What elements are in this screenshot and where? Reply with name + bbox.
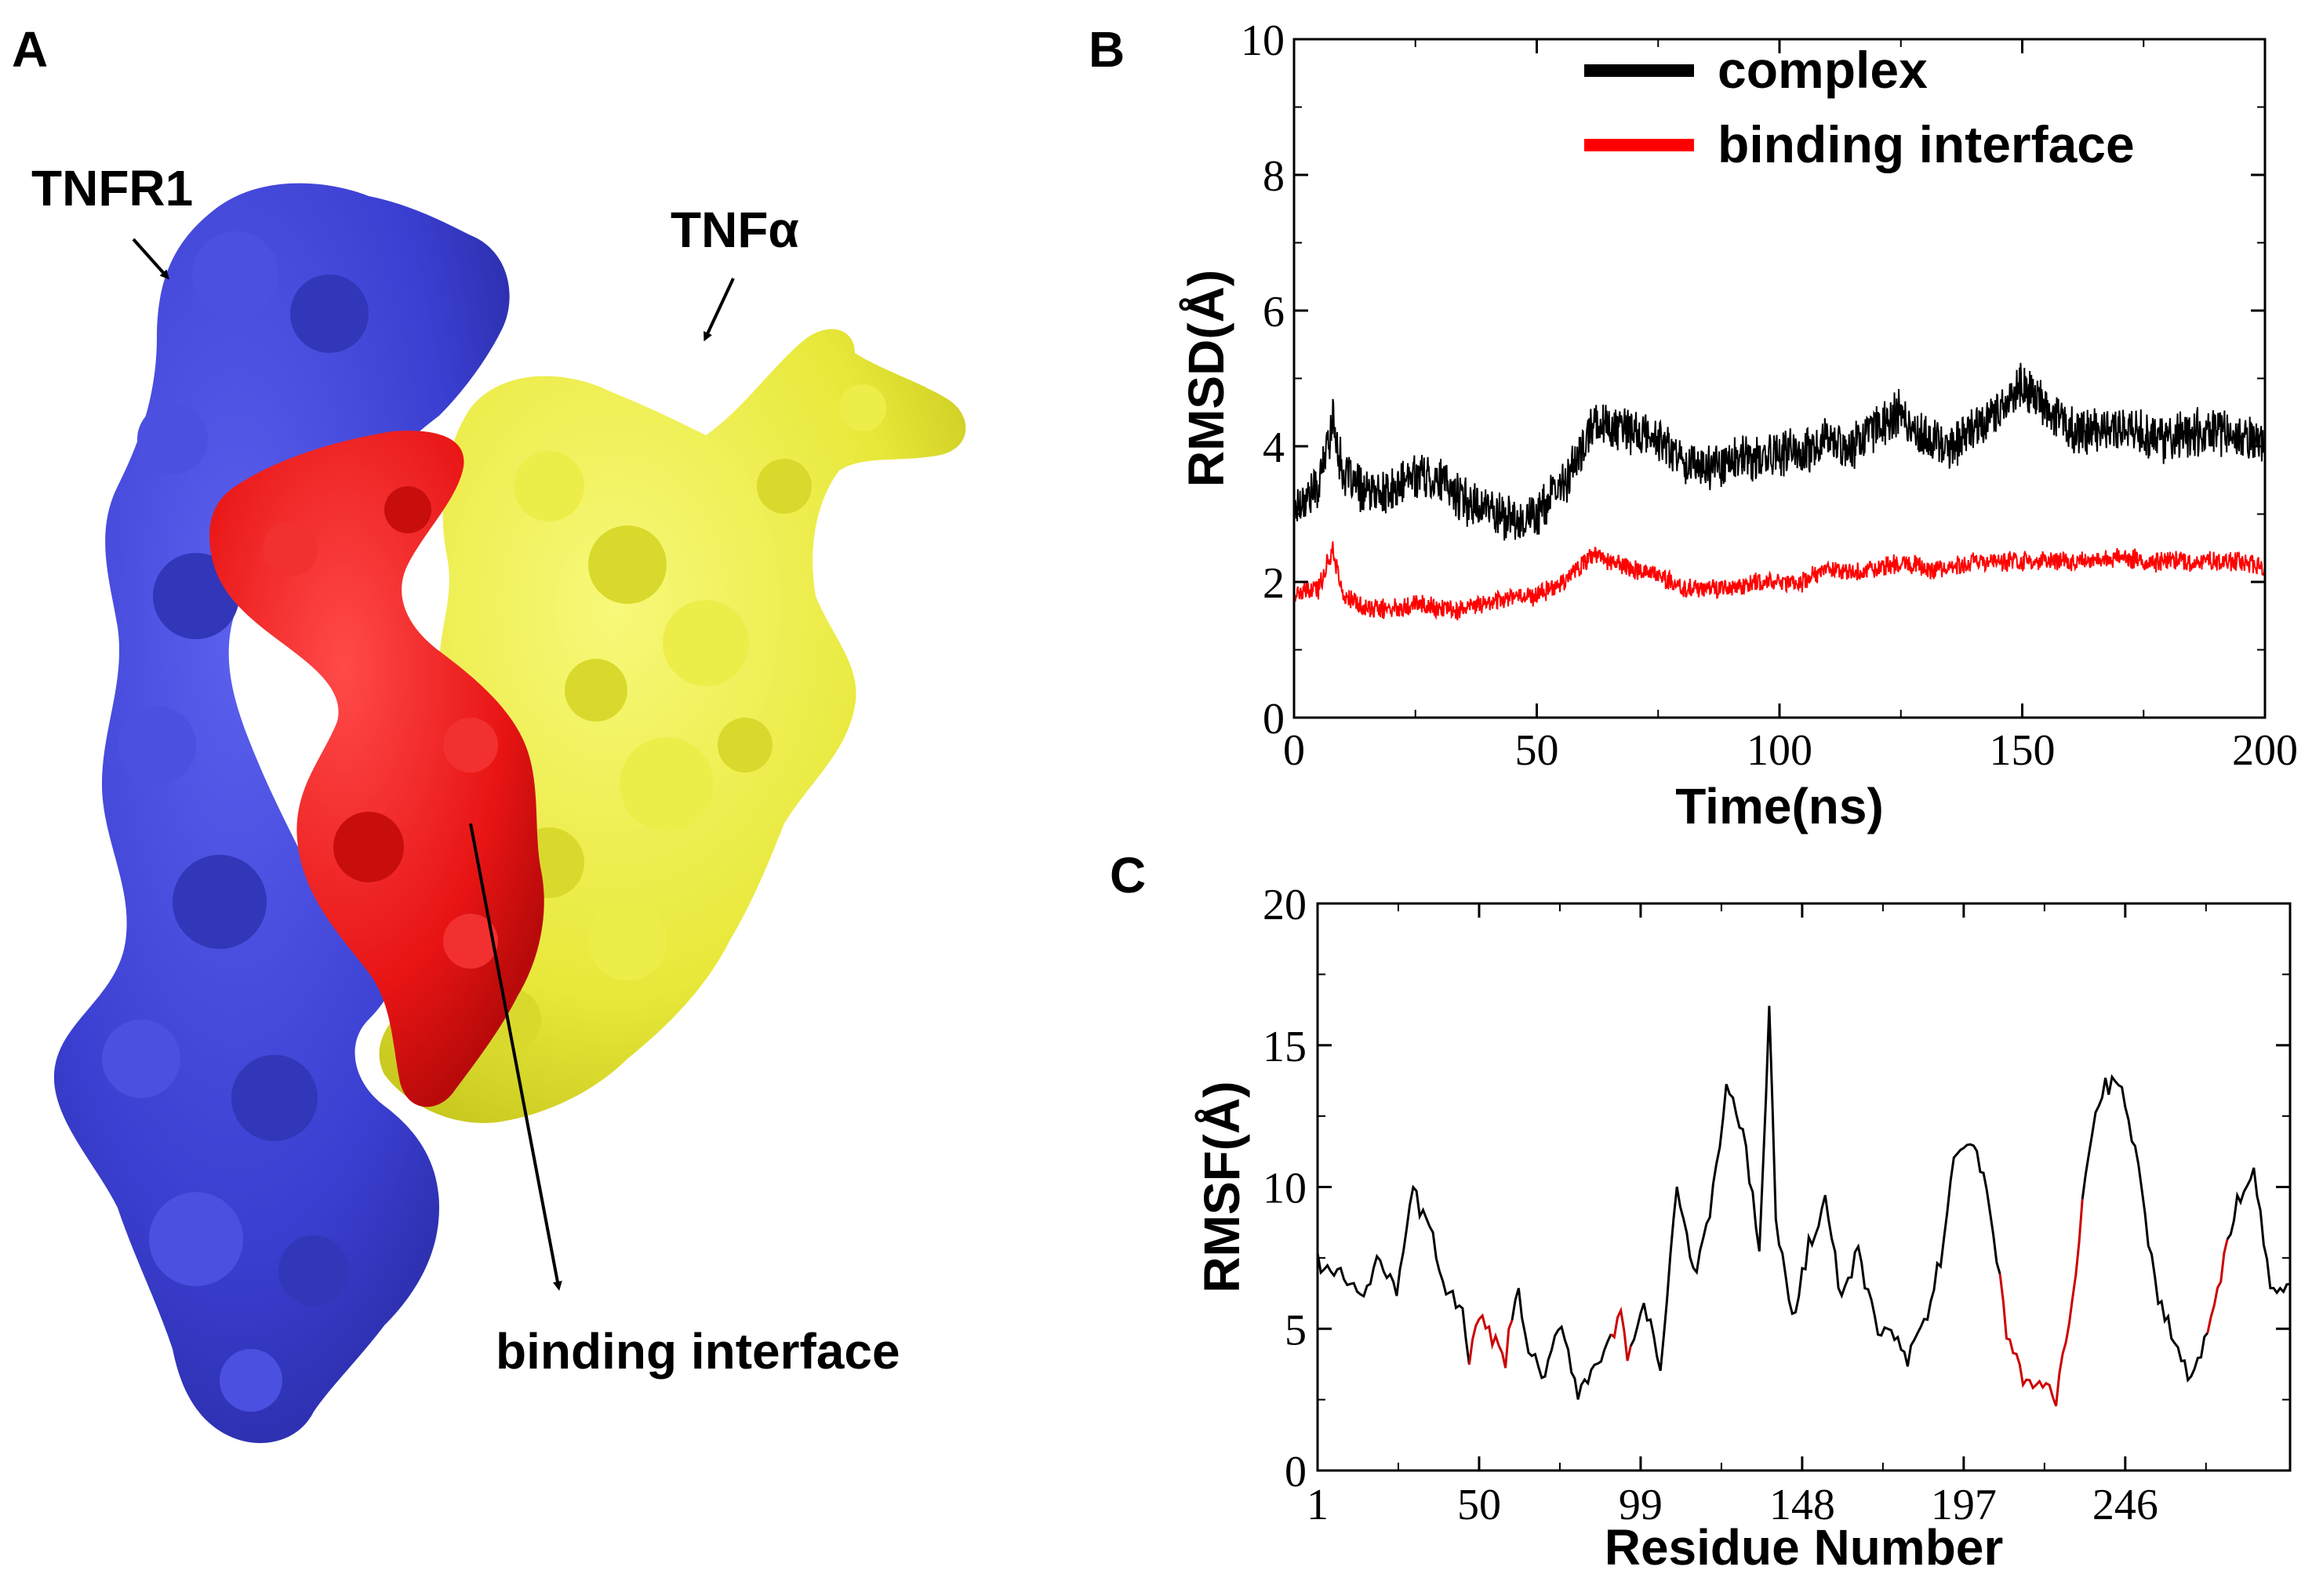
x-tick-label: 246: [2092, 1481, 2158, 1529]
x-tick-label: 1: [1307, 1481, 1329, 1529]
rmsf-line-segment: [2081, 1074, 2209, 1383]
x-tick-label: 200: [2232, 726, 2298, 775]
x-tick-label: 99: [1619, 1481, 1663, 1529]
rmsf-interface-segment: [1610, 1306, 1632, 1362]
legend-label: binding interface: [1718, 115, 2135, 173]
x-tick-label: 50: [1457, 1481, 1501, 1529]
y-tick-label: 6: [1263, 288, 1285, 336]
x-tick-label: 50: [1515, 726, 1559, 775]
y-tick-label: 0: [1263, 695, 1285, 743]
series-line-complex: [1293, 362, 2266, 541]
rmsf-interface-segment: [2206, 1238, 2229, 1333]
legend-label: complex: [1718, 41, 1928, 99]
chart-c: 1 50 99 148 197 246 0 5 10 15 20 Residue Number RMSF…: [1194, 881, 2292, 1576]
panel-b: B 0 50 100 150 200 0 2 4 6 8 10 Time(ns) RMSD(Å) comp…: [1089, 16, 2298, 834]
rmsf-line-segment: [2226, 1167, 2291, 1295]
y-tick-label: 15: [1263, 1023, 1307, 1071]
y-tick-label: 8: [1263, 152, 1285, 201]
panel-c-letter: C: [1110, 847, 1146, 903]
binding-interface-surface: [209, 431, 544, 1107]
y-tick-label: 4: [1263, 424, 1285, 472]
series-line-binding-interface: [1293, 541, 2266, 621]
y-tick-label: 10: [1241, 16, 1285, 65]
y-tick-label: 20: [1263, 881, 1307, 929]
panel-a: A: [12, 21, 966, 1443]
x-tick-label: 197: [1931, 1481, 1997, 1529]
binding-interface-arrow: [469, 823, 562, 1291]
tnfa-arrow: [703, 278, 735, 342]
rmsf-interface-segment: [1998, 1198, 2084, 1407]
tnfa-label: TNFα: [671, 202, 799, 258]
y-tick-label: 0: [1285, 1448, 1307, 1496]
tnfr1-label: TNFR1: [31, 160, 193, 216]
panel-a-letter: A: [12, 21, 48, 78]
x-tick-label: 150: [1990, 726, 2056, 775]
rmsf-line-segment: [1629, 1005, 2001, 1372]
panel-b-letter: B: [1089, 21, 1125, 78]
x-axis-title: Time(ns): [1675, 778, 1884, 834]
y-axis-title: RMSF(Å): [1194, 1081, 1250, 1292]
y-tick-label: 5: [1285, 1306, 1307, 1354]
y-tick-label: 2: [1263, 559, 1285, 608]
panel-c: C 1 50 99 148 197 246 0 5 10 15 20 Residue Number RM…: [1110, 847, 2292, 1576]
rmsf-line-segment: [1510, 1288, 1612, 1400]
x-tick-label: 100: [1747, 726, 1812, 775]
x-tick-label: 148: [1769, 1481, 1835, 1529]
rmsf-line-segment: [1316, 1184, 1471, 1365]
binding-interface-label: binding interface: [496, 1323, 900, 1380]
plot-frame: [1316, 902, 2292, 1472]
tnfr1-arrow: [132, 238, 169, 280]
tnfr1-surface: [53, 183, 510, 1443]
x-axis-title: Residue Number: [1605, 1519, 2004, 1576]
x-tick-label: 0: [1283, 726, 1305, 775]
y-tick-label: 10: [1263, 1165, 1307, 1213]
rmsf-interface-segment: [1467, 1313, 1514, 1369]
chart-b: 0 50 100 150 200 0 2 4 6 8 10 Time(ns) RMSD(Å) comple…: [1178, 16, 2298, 834]
y-axis-title: RMSD(Å): [1178, 270, 1234, 487]
